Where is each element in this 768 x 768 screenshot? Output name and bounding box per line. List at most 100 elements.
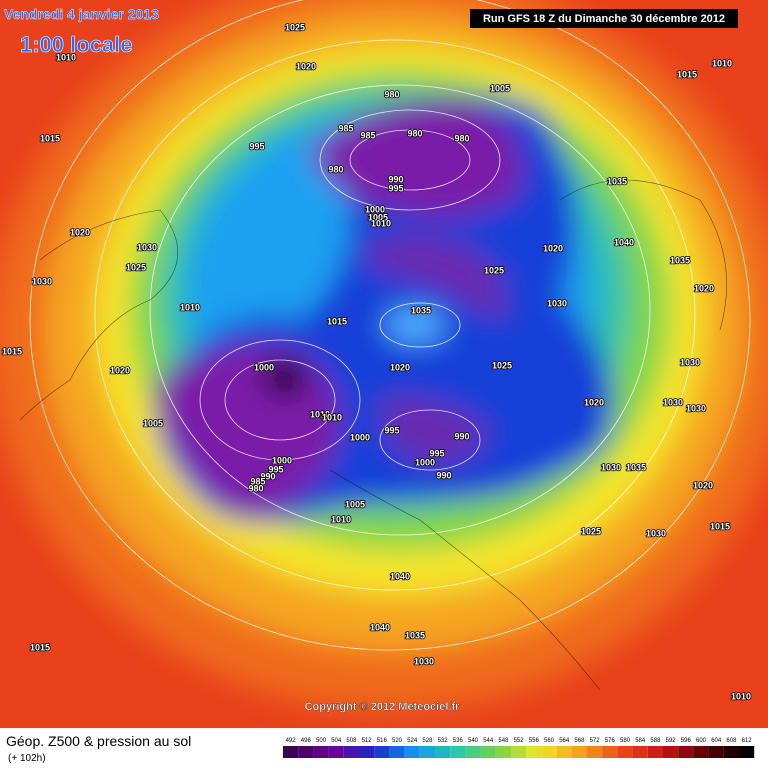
scale-swatch	[328, 746, 344, 758]
scale-swatch	[541, 746, 557, 758]
scale-label: 532	[438, 738, 449, 744]
isobar-label: 1010	[731, 691, 751, 701]
scale-swatch	[693, 746, 709, 758]
isobar-label: 1035	[405, 630, 425, 640]
isobar-label: 1005	[490, 83, 510, 93]
forecast-time: 1:00 locale	[20, 32, 133, 57]
scale-label: 524	[407, 738, 418, 744]
isobar-label: 1020	[694, 283, 714, 293]
scale-label: 556	[529, 738, 540, 744]
isobar-label: 1030	[547, 298, 567, 308]
scale-swatch	[495, 746, 511, 758]
isobar-label: 1010	[310, 409, 330, 419]
scale-swatch	[556, 746, 572, 758]
scale-label: 500	[316, 738, 327, 744]
isobar-label: 1005	[143, 418, 163, 428]
scale-label: 544	[483, 738, 494, 744]
scale-label: 600	[696, 738, 707, 744]
scale-swatch	[602, 746, 618, 758]
isobar-label: 1020	[584, 397, 604, 407]
isobar-label: 1025	[285, 22, 305, 32]
isobar-label: 980	[328, 164, 343, 174]
isobar-label: 985	[338, 123, 353, 133]
isobar-label: 1020	[110, 365, 130, 375]
isobar-label: 1010	[180, 302, 200, 312]
isobar-label: 1030	[414, 656, 434, 666]
scale-label: 584	[635, 738, 646, 744]
isobar-label: 1010	[371, 218, 391, 228]
isobar-label: 1020	[296, 61, 316, 71]
isobar-label: 1000	[365, 204, 385, 214]
isobar-label: 1025	[492, 360, 512, 370]
scale-label: 504	[331, 738, 342, 744]
scale-label: 492	[286, 738, 297, 744]
scale-swatch	[647, 746, 663, 758]
isobar-label: 980	[454, 133, 469, 143]
scale-swatch	[571, 746, 587, 758]
copyright: Copyright © 2012 Meteociel.fr	[305, 701, 461, 713]
isobar-label: 1010	[322, 412, 342, 422]
isobar-label: 1000	[350, 432, 370, 442]
scale-swatch	[663, 746, 679, 758]
isobar-label: 1030	[686, 403, 706, 413]
isobar-label: 1000	[254, 362, 274, 372]
isobar-label: 985	[360, 130, 375, 140]
scale-label: 608	[726, 738, 737, 744]
isobar-label: 990	[388, 174, 403, 184]
isobar-label: 1040	[390, 571, 410, 581]
isobar-label: 1025	[581, 526, 601, 536]
isobar-label: 1030	[32, 276, 52, 286]
coastlines	[19, 179, 727, 691]
isobar-label: 1015	[710, 521, 730, 531]
isobar-label: 1010	[331, 514, 351, 524]
isobar-label: 1000	[415, 457, 435, 467]
scale-swatch	[511, 746, 527, 758]
scale-label: 560	[544, 738, 555, 744]
scale-label: 548	[498, 738, 509, 744]
isobar-label: 990	[454, 431, 469, 441]
isobar-label: 1000	[272, 455, 292, 465]
isobar-label: 1020	[693, 480, 713, 490]
scale-label: 540	[468, 738, 479, 744]
isobar-label: 1035	[670, 255, 690, 265]
isobar-label: 1020	[543, 243, 563, 253]
isobar-label: 1030	[680, 357, 700, 367]
scale-label: 592	[666, 738, 677, 744]
isobar-label: 990	[260, 471, 275, 481]
color-scale: 492 496 500 504 508 512 516 520 524 528 532 536 540 5…	[283, 738, 755, 758]
isobar-label: 995	[268, 464, 283, 474]
isobar-label: 995	[388, 183, 403, 193]
isobar-label: 1040	[370, 622, 390, 632]
scale-swatch	[283, 746, 299, 758]
isobar-label: 1035	[607, 176, 627, 186]
run-label: Run GFS 18 Z du Dimanche 30 décembre 201…	[483, 13, 725, 25]
isobar-label: 1015	[327, 316, 347, 326]
scale-label: 536	[453, 738, 464, 744]
isobar-label: 995	[249, 141, 264, 151]
scale-swatch	[723, 746, 739, 758]
isobar-label: 1015	[677, 69, 697, 79]
isobar-label: 1015	[30, 642, 50, 652]
scale-swatch	[298, 746, 314, 758]
isobar-label: 1040	[614, 237, 634, 247]
scale-label: 604	[711, 738, 722, 744]
scale-swatch	[632, 746, 648, 758]
scale-swatch	[480, 746, 496, 758]
scale-swatch	[526, 746, 542, 758]
isobar-label: 995	[384, 425, 399, 435]
isobar-label: 1035	[411, 305, 431, 315]
isobar-label: 1015	[2, 346, 22, 356]
isobar-label: 1030	[137, 242, 157, 252]
run-box	[470, 9, 738, 28]
isobar-label: 1020	[390, 362, 410, 372]
isobar-label: 1015	[40, 133, 60, 143]
isobar-label: 985	[250, 476, 265, 486]
scale-swatch	[465, 746, 481, 758]
isobar-label: 995	[429, 448, 444, 458]
scale-swatch	[404, 746, 420, 758]
scale-swatch	[374, 746, 390, 758]
scale-label: 564	[559, 738, 570, 744]
